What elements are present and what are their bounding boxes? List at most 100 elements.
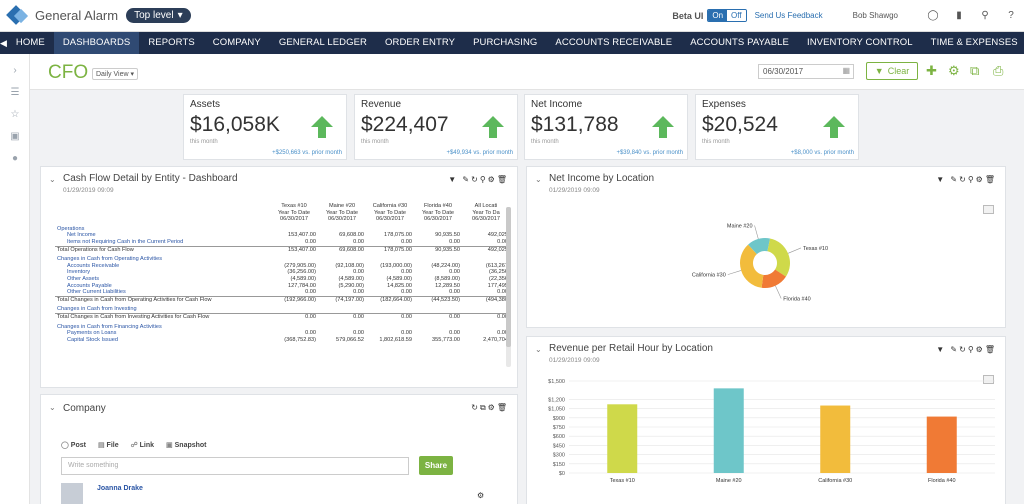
beta-toggle[interactable]: On Off: [707, 9, 747, 22]
feedback-link[interactable]: Send Us Feedback: [754, 11, 823, 20]
calendar-icon[interactable]: ▦: [842, 66, 850, 75]
table-row[interactable]: Items not Requiring Cash in the Current …: [55, 239, 510, 246]
post-tab-file[interactable]: ▤ File: [98, 441, 119, 449]
table-row[interactable]: Accounts Receivable (279,905.00) (92,108.0…: [55, 263, 510, 270]
collapse-chevron-icon[interactable]: ⌄: [49, 175, 56, 184]
table-row[interactable]: Payments on Loans 0.00 0.00 0.00 0.00 0.00: [55, 330, 510, 337]
nav-item-home[interactable]: HOME: [15, 37, 45, 48]
gear-icon[interactable]: ⚙: [477, 491, 485, 500]
help-icon[interactable]: ?: [1008, 10, 1014, 21]
donut-slice-maine-20[interactable]: [748, 238, 770, 255]
add-icon[interactable]: ✚: [926, 63, 937, 78]
row-label[interactable]: Accounts Receivable: [67, 262, 120, 269]
bar-texas-10[interactable]: [607, 404, 638, 473]
kpi-period: this month: [702, 139, 730, 145]
donut-leader-line: [727, 270, 742, 275]
row-label[interactable]: Payments on Loans: [67, 330, 117, 337]
kpi-card-revenue[interactable]: Revenue $224,407 this month +$49,934 vs. pr…: [354, 94, 518, 160]
up-arrow-icon: [652, 116, 674, 138]
nav-item-company[interactable]: COMPANY: [212, 37, 261, 48]
net-income-panel: ⌄ Net Income by Location 01/29/2019 09:0…: [526, 166, 1006, 328]
post-tab-snapshot[interactable]: ▣ Snapshot: [166, 441, 206, 449]
panel-tools[interactable]: ▼ ✎↻⚲⚙🗑: [448, 175, 509, 184]
nav-left-arrow-icon[interactable]: ◀: [0, 37, 7, 48]
view-select[interactable]: Daily View ▾: [92, 68, 139, 80]
table-row[interactable]: Accounts Payable 127,784.00 (5,290.00) 14,8…: [55, 283, 510, 290]
panel-tools[interactable]: ▼ ✎↻⚲⚙🗑: [936, 175, 997, 184]
nav-item-accounts-receivable[interactable]: ACCOUNTS RECEIVABLE: [555, 37, 673, 48]
donut-slice-texas-10[interactable]: [767, 238, 790, 277]
nav-item-order-entry[interactable]: ORDER ENTRY: [385, 37, 456, 48]
nav-item-accounts-payable[interactable]: ACCOUNTS PAYABLE: [690, 37, 789, 48]
post-input[interactable]: Write something: [61, 457, 409, 475]
table-scrollbar[interactable]: [506, 207, 511, 367]
row-label[interactable]: Changes in Cash from Financing Activitie…: [57, 323, 162, 330]
monitor-icon[interactable]: ▣: [10, 131, 20, 142]
column-header: 06/30/2017: [280, 216, 308, 223]
print-icon[interactable]: ⎙: [993, 63, 1004, 78]
row-label[interactable]: Changes in Cash from Operating Activitie…: [57, 256, 163, 263]
row-label[interactable]: Capital Stock Issued: [67, 336, 118, 343]
share-button[interactable]: Share: [419, 456, 453, 475]
panel-tools[interactable]: ▼ ✎↻⚲⚙🗑: [936, 345, 997, 354]
row-label[interactable]: Accounts Payable: [67, 282, 112, 289]
panel-tools[interactable]: ↻⧉⚙🗑: [471, 403, 509, 412]
collapse-chevron-icon[interactable]: ⌄: [535, 345, 542, 354]
nav-item-reports[interactable]: REPORTS: [148, 37, 195, 48]
star-icon[interactable]: ☆: [10, 109, 20, 120]
row-label[interactable]: Operations: [57, 225, 85, 232]
row-label[interactable]: Other Assets: [67, 275, 100, 282]
toggle-on[interactable]: On: [708, 10, 728, 21]
kpi-card-net-income[interactable]: Net Income $131,788 this month +$39,840 vs.…: [524, 94, 688, 160]
table-row: Changes in Cash from Operating Activitie…: [55, 253, 510, 263]
donut-slice-florida-40[interactable]: [761, 269, 786, 288]
nav-item-dashboards[interactable]: DASHBOARDS: [53, 32, 140, 54]
table-row[interactable]: Capital Stock Issued (368,752.83) 579,066.…: [55, 337, 510, 344]
bookmark-icon[interactable]: ▮: [956, 10, 962, 21]
poster-name[interactable]: Joanna Drake: [97, 485, 143, 492]
post-tab-post[interactable]: ◯ Post: [61, 441, 86, 449]
cell-value: 12,289.50: [435, 282, 460, 289]
nav-item-purchasing[interactable]: PURCHASING: [473, 37, 538, 48]
table-row[interactable]: Net Income 153,407.00 69,608.00 178,075.00 9…: [55, 232, 510, 239]
donut-label: Texas #10: [803, 246, 828, 252]
cell-value: 0.00: [449, 269, 460, 276]
list-icon[interactable]: ☰: [10, 87, 20, 98]
post-tab-link[interactable]: ☍ Link: [131, 441, 154, 449]
copy-icon[interactable]: ⧉: [970, 63, 980, 78]
clock-icon[interactable]: ●: [11, 153, 19, 164]
image-icon[interactable]: [983, 375, 994, 384]
clear-filter-button[interactable]: ▼ Clear: [866, 62, 918, 80]
toggle-off[interactable]: Off: [727, 10, 746, 21]
nav-item-general-ledger[interactable]: GENERAL LEDGER: [278, 37, 367, 48]
collapse-chevron-icon[interactable]: ⌄: [49, 403, 56, 412]
row-label[interactable]: Net Income: [67, 232, 96, 239]
kpi-card-assets[interactable]: Assets $16,058K this month +$250,663 vs. pr…: [183, 94, 347, 160]
cell-value: (494,380: [462, 295, 510, 304]
nav-item-inventory-control[interactable]: INVENTORY CONTROL: [806, 37, 913, 48]
expand-icon[interactable]: ›: [13, 65, 17, 76]
table-row[interactable]: Other Assets (4,589.00) (4,589.00) (4,589.0…: [55, 276, 510, 283]
settings-icon[interactable]: ⚙: [948, 63, 960, 78]
row-label[interactable]: Inventory: [67, 269, 91, 276]
search-icon[interactable]: ⚲: [981, 10, 989, 21]
collapse-chevron-icon[interactable]: ⌄: [535, 175, 542, 184]
cell-value: (368,752.83): [284, 336, 316, 343]
chat-icon[interactable]: ◯: [927, 10, 939, 21]
user-menu[interactable]: Bob Shawgo: [852, 11, 898, 20]
donut-label: Florida #40: [783, 296, 811, 302]
bar-maine-20[interactable]: [713, 388, 744, 473]
row-label[interactable]: Items not Requiring Cash in the Current …: [67, 238, 184, 245]
bar-florida-40[interactable]: [926, 416, 957, 473]
nav-item-time-expenses[interactable]: TIME & EXPENSES: [930, 37, 1018, 48]
donut-slice-california-30[interactable]: [740, 244, 764, 288]
table-row[interactable]: Inventory (36,256.00) 0.00 0.00 0.00 (36,256: [55, 269, 510, 276]
row-label[interactable]: Changes in Cash from Investing: [57, 306, 137, 313]
bar-california-30[interactable]: [820, 405, 851, 473]
kpi-card-expenses[interactable]: Expenses $20,524 this month +$8,000 vs. pri…: [695, 94, 859, 160]
image-icon[interactable]: [983, 205, 994, 214]
row-label[interactable]: Other Current Liabilities: [67, 289, 126, 296]
level-selector[interactable]: Top level ▾: [126, 8, 191, 23]
table-row[interactable]: Other Current Liabilities 0.00 0.00 0.00 0.0…: [55, 289, 510, 296]
date-field[interactable]: 06/30/2017 ▦: [758, 64, 854, 79]
